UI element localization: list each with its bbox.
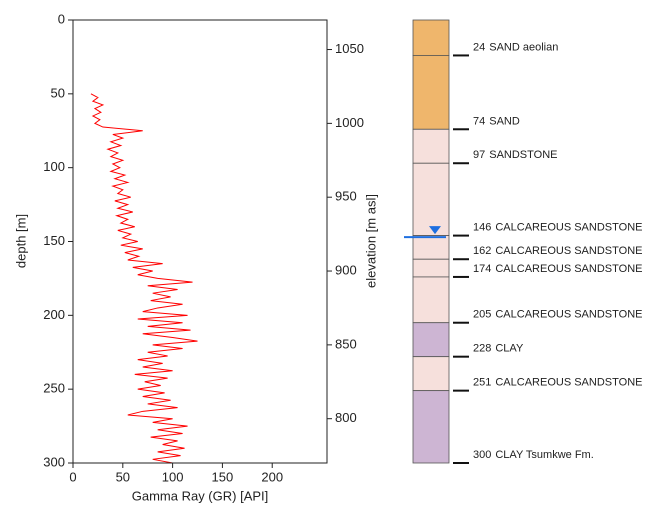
water-level-symbol: [429, 226, 441, 235]
layer-name: CLAY Tsumkwe Fm.: [495, 449, 593, 461]
x-tick-label: 50: [116, 469, 130, 484]
lithology-layer: [412, 162, 450, 236]
lithology-layer: [412, 235, 450, 260]
layer-label: 97 SANDSTONE: [473, 149, 558, 161]
layer-depth: 74: [473, 115, 485, 127]
lithology-layer: [412, 390, 450, 464]
lithology-layer: [412, 19, 450, 56]
layer-name: CALCAREOUS SANDSTONE: [495, 263, 642, 275]
y-tick-label: 100: [43, 159, 65, 174]
layer-depth: 251: [473, 377, 491, 389]
y-tick-label: 50: [51, 85, 65, 100]
y2-axis-label: elevation [m asl]: [363, 194, 378, 288]
x-tick-label: 100: [162, 469, 184, 484]
layer-label: 300 CLAY Tsumkwe Fm.: [473, 449, 594, 461]
y2-tick-label: 1000: [335, 115, 364, 130]
layer-name: CALCAREOUS SANDSTONE: [495, 245, 642, 257]
x-tick-label: 200: [261, 469, 283, 484]
lithology-layer: [412, 55, 450, 130]
layer-name: SAND aeolian: [489, 41, 558, 53]
layer-label: 24 SAND aeolian: [473, 41, 558, 53]
lithology-layer: [412, 258, 450, 278]
x-tick-label: 150: [212, 469, 234, 484]
lithology-layer: [412, 322, 450, 358]
layer-name: SAND: [489, 115, 520, 127]
layer-depth: 24: [473, 41, 485, 53]
y-tick-label: 300: [43, 454, 65, 469]
y2-tick-label: 900: [335, 262, 357, 277]
layer-label: 251 CALCAREOUS SANDSTONE: [473, 377, 642, 389]
layer-name: CALCAREOUS SANDSTONE: [495, 221, 642, 233]
layer-depth: 228: [473, 343, 491, 355]
lithology-layer: [412, 128, 450, 164]
y-tick-label: 0: [58, 11, 65, 26]
lithology-layer: [412, 356, 450, 392]
gamma-ray-curve: [90, 93, 198, 464]
layer-name: SANDSTONE: [489, 149, 557, 161]
layer-label: 228 CLAY: [473, 343, 524, 355]
layer-depth: 97: [473, 149, 485, 161]
y2-tick-label: 800: [335, 410, 357, 425]
plot-frame: [72, 19, 328, 464]
y2-tick-label: 850: [335, 336, 357, 351]
y-tick-label: 200: [43, 307, 65, 322]
layer-depth: 162: [473, 245, 491, 257]
layer-depth: 205: [473, 309, 491, 321]
x-axis-label: Gamma Ray (GR) [API]: [132, 488, 269, 503]
layer-name: CALCAREOUS SANDSTONE: [495, 309, 642, 321]
layer-label: 205 CALCAREOUS SANDSTONE: [473, 309, 642, 321]
layer-label: 146 CALCAREOUS SANDSTONE: [473, 221, 642, 233]
lithology-layer: [412, 276, 450, 324]
layer-label: 162 CALCAREOUS SANDSTONE: [473, 245, 642, 257]
lithology-column: 24 SAND aeolian 74 SAND 97 SANDSTONE 146 CALCAR…: [404, 19, 642, 464]
y-axis-label: depth [m]: [13, 214, 28, 268]
layer-name: CALCAREOUS SANDSTONE: [495, 377, 642, 389]
layer-depth: 146: [473, 221, 491, 233]
layer-label: 174 CALCAREOUS SANDSTONE: [473, 263, 642, 275]
y-tick-label: 150: [43, 233, 65, 248]
layer-name: CLAY: [495, 343, 524, 355]
layer-label: 74 SAND: [473, 115, 520, 127]
x-tick-label: 0: [69, 469, 76, 484]
layer-depth: 300: [473, 449, 491, 461]
y-tick-label: 250: [43, 381, 65, 396]
layer-depth: 174: [473, 263, 491, 275]
y2-tick-label: 1050: [335, 41, 364, 56]
y2-tick-label: 950: [335, 189, 357, 204]
